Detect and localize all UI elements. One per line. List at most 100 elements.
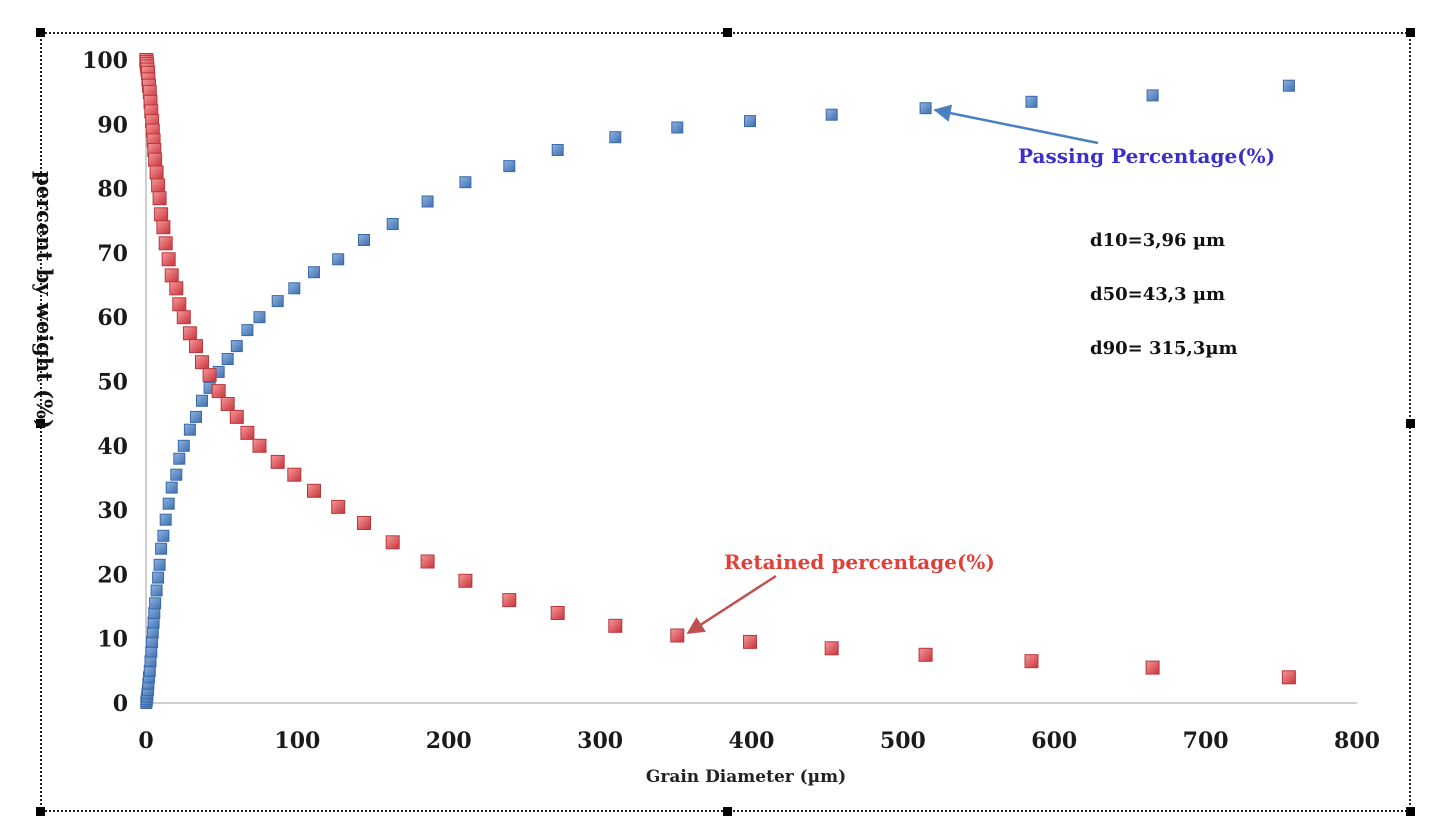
passing-point [308, 266, 320, 279]
retained-point [1145, 660, 1160, 675]
passing-point [155, 542, 168, 555]
retained-point [172, 297, 187, 312]
y-tick-label: 80 [97, 177, 128, 203]
passing-point [421, 195, 434, 208]
y-tick-label: 60 [97, 305, 128, 331]
passing-point [919, 102, 932, 115]
retained-point [169, 281, 184, 296]
resize-handle-bottom-right[interactable] [1406, 807, 1415, 816]
passing-point [1282, 79, 1295, 92]
retained-point [608, 618, 623, 633]
x-tick-label: 100 [274, 728, 320, 754]
x-tick-label: 500 [880, 728, 926, 754]
passing-point [1025, 95, 1038, 108]
y-tick-label: 20 [97, 562, 128, 588]
x-tick-label: 200 [426, 728, 472, 754]
retained-point [164, 268, 179, 283]
passing-point [825, 108, 838, 121]
passing-point [459, 176, 472, 189]
passing-point [271, 295, 284, 308]
y-tick-label: 90 [97, 112, 128, 138]
y-axis-label: percent by weight (%) [32, 171, 57, 429]
y-tick-label: 100 [82, 48, 128, 74]
passing-point [153, 558, 166, 571]
passing-point [551, 144, 564, 156]
retained-point [331, 499, 346, 514]
retained-point [670, 628, 685, 643]
retained-series [139, 53, 1296, 685]
x-axis-label: Grain Diameter (µm) [646, 767, 846, 787]
resize-handle-bottom-left[interactable] [36, 807, 45, 816]
passing-point [173, 452, 186, 465]
data-series [139, 53, 1296, 709]
resize-handle-bottom-center[interactable] [723, 807, 732, 816]
retained-point [158, 236, 173, 251]
retained-point [151, 178, 166, 193]
passing-point [1146, 89, 1159, 102]
retained-point [156, 220, 171, 235]
retained-point [743, 634, 757, 649]
y-tick-labels: 0 10 20 30 40 50 60 70 80 90 100 [82, 48, 128, 717]
retained-point [152, 191, 167, 206]
retained-point [182, 326, 197, 341]
retained-point [550, 606, 565, 620]
chart-frame [36, 28, 1415, 816]
passing-point [744, 115, 756, 128]
resize-handle-middle-left[interactable] [36, 419, 45, 428]
retained-point [189, 339, 203, 354]
passing-point [152, 571, 165, 584]
passing-point [288, 282, 301, 295]
retained-point [502, 593, 517, 608]
y-tick-label: 70 [97, 241, 128, 267]
resize-handle-middle-right[interactable] [1406, 419, 1415, 428]
resize-handle-top-right[interactable] [1406, 28, 1415, 37]
retained-point [176, 310, 191, 325]
x-tick-label: 300 [577, 728, 623, 754]
resize-handle-top-center[interactable] [723, 28, 732, 37]
x-tick-label: 700 [1183, 728, 1229, 754]
passing-point [358, 234, 370, 246]
resize-handle-top-left[interactable] [36, 28, 45, 37]
retained-point [918, 647, 933, 662]
retained-point [202, 368, 217, 383]
passing-point [170, 468, 183, 481]
retained-point [458, 573, 473, 588]
retained-point [211, 384, 226, 399]
y-tick-label: 40 [97, 434, 128, 460]
retained-point [252, 438, 267, 453]
retained-point [357, 516, 371, 530]
passing-percentage-label: Passing Percentage(%) [1018, 144, 1275, 168]
passing-point [241, 324, 254, 337]
passing-arrow [933, 104, 1099, 145]
passing-point [150, 584, 163, 597]
y-tick-label: 0 [113, 691, 128, 717]
y-tick-label: 10 [97, 627, 128, 653]
retained-percentage-label: Retained percentage(%) [724, 550, 995, 574]
retained-point [161, 252, 176, 267]
passing-point [165, 481, 178, 494]
retained-point [287, 467, 302, 482]
retained-point [385, 535, 400, 550]
passing-point [671, 121, 684, 134]
passing-point [332, 253, 345, 266]
passing-point [149, 597, 162, 610]
passing-point [157, 529, 170, 542]
retained-point [240, 425, 255, 440]
x-tick-label: 0 [138, 728, 153, 754]
x-tick-label: 600 [1031, 728, 1077, 754]
passing-point [196, 394, 208, 407]
retained-point [824, 641, 839, 656]
retained-point [148, 152, 163, 167]
d90-value: d90= 315,3µm [1090, 338, 1238, 359]
retained-point [149, 165, 164, 180]
passing-point [230, 340, 243, 353]
y-tick-label: 50 [97, 370, 128, 396]
passing-point [609, 131, 622, 144]
retained-point [154, 207, 169, 222]
passing-point [503, 160, 516, 173]
passing-point [221, 353, 234, 365]
d50-value: d50=43,3 µm [1090, 284, 1225, 305]
retained-arrow [686, 574, 777, 635]
d10-value: d10=3,96 µm [1090, 230, 1225, 251]
